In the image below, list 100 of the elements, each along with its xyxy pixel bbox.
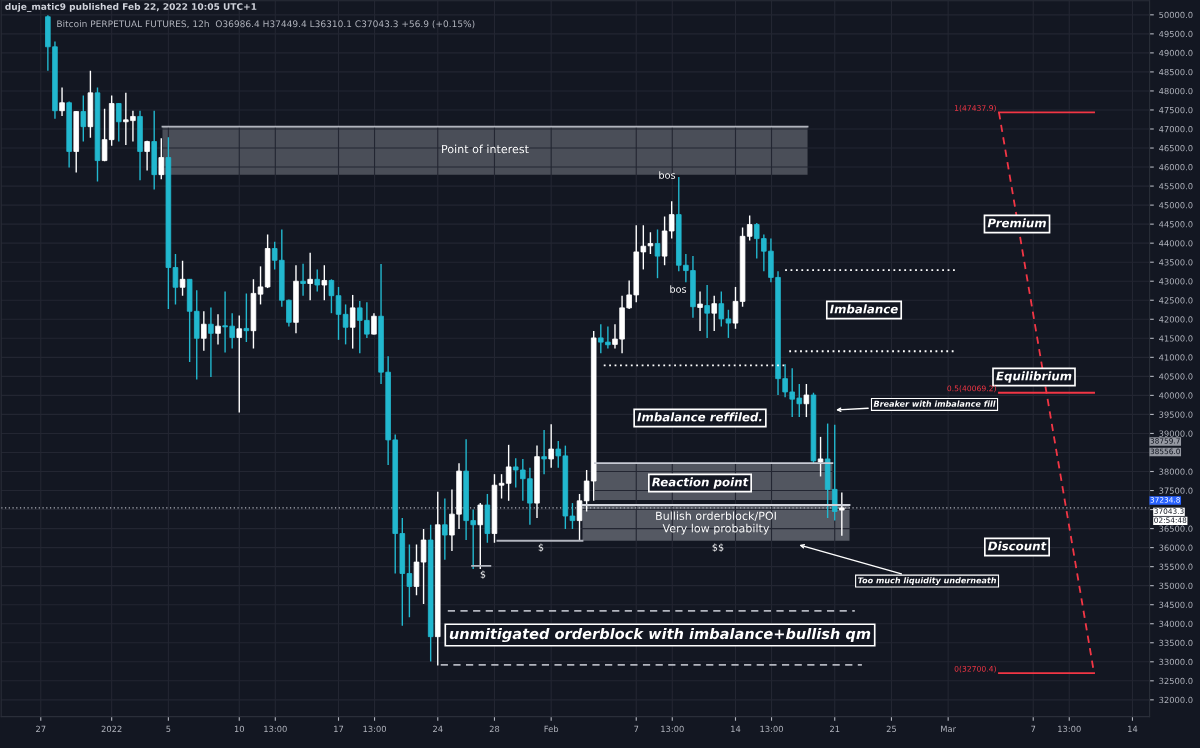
y-tick-label: 40500.0 [1159,373,1193,380]
y-tick-label: 47500.0 [1159,106,1193,114]
annotation: $$ [712,543,724,553]
candlestick [442,497,448,561]
y-tick-label: 41500.0 [1159,335,1193,342]
annotation: Equilibrium [996,371,1072,383]
annotation: Too much liquidity underneath [858,577,997,585]
x-tick-label: 13:00 [760,725,783,733]
y-tick-label: 40000.0 [1159,392,1193,399]
candlestick [321,264,328,301]
candlestick [477,502,484,570]
y-tick-label: 35500.0 [1159,563,1193,570]
y-tick-label: 39500.0 [1159,411,1193,418]
y-tick-label: 36000.0 [1159,544,1193,551]
x-tick-label: Feb [544,725,559,733]
candlestick [201,310,207,352]
y-tick-label: 44000.0 [1159,240,1193,247]
x-tick-label: 27 [36,725,46,732]
candlestick [80,94,87,143]
x-tick-label: 17 [334,725,344,732]
candlestick [541,429,547,475]
annotation: Reaction point [652,477,749,489]
annotation: bos [670,285,687,293]
annotation: Imbalance [829,304,898,314]
x-tick-label: 7 [1031,725,1036,732]
candlestick [817,436,824,478]
candlestick [803,383,810,418]
annotation: Bullish orderblock/POI Very low probabilty [656,511,776,535]
y-tick-label: 44500.0 [1159,221,1193,228]
candlestick [704,284,710,339]
x-tick-label: 10 [234,725,245,733]
x-tick-label: 25 [886,725,897,733]
annotation: $ [480,570,486,580]
candlestick [711,294,717,332]
y-tick-label: 46000.0 [1159,164,1193,171]
x-tick-label: 24 [433,725,443,732]
y-tick-label: 33500.0 [1159,639,1193,647]
candlestick [697,290,703,332]
candlestick [144,140,150,172]
candlestick [116,102,122,143]
y-tick-label: 34000.0 [1159,620,1193,628]
x-tick-label: 28 [489,725,500,733]
candlestick [371,312,377,336]
x-tick-label: 13:00 [363,725,386,733]
x-tick-label: 13:00 [264,725,287,733]
y-tick-label: 32000.0 [1159,696,1193,704]
candlestick [349,294,356,350]
candlestick [654,228,661,279]
annotation: Imbalance reffiled. [637,412,762,422]
y-tick-label: 39000.0 [1159,430,1193,437]
y-tick-label: 42500.0 [1159,297,1193,304]
candlestick [732,286,739,330]
y-tick-label: 43000.0 [1159,278,1193,285]
chart-title: duje_matic9 published Feb 22, 2022 10:05 UTC+1 [5,2,257,12]
y-tick-label: 43500.0 [1159,259,1193,266]
y-tick-label: 48000.0 [1159,87,1193,95]
annotation: $ [538,543,544,553]
candlestick [647,231,654,255]
y-tick-label: 32500.0 [1159,677,1193,685]
annotation: bos [659,171,676,179]
y-tick-label: 42000.0 [1159,316,1193,323]
candlestick [179,259,186,297]
candlestick [420,528,427,605]
candlestick [208,306,214,378]
y-tick-label: 49500.0 [1159,30,1193,38]
candlestick [59,86,65,117]
y-tick-label: 34500.0 [1159,601,1193,608]
annotation: Premium [987,218,1046,228]
candlestick [243,292,250,343]
x-tick-label: 13:00 [1058,725,1081,733]
x-tick-label: 5 [166,725,171,733]
candlestick [548,423,554,469]
candlestick [307,251,313,301]
x-tick-label: Mar [941,725,957,733]
candlestick [158,137,165,180]
y-tick-label: 36500.0 [1159,525,1193,532]
annotation: unmitigated orderblock with imbalance+bullish qm [449,627,871,643]
y-tick-label: 49000.0 [1159,49,1193,57]
y-tick-label: 47000.0 [1159,125,1193,133]
y-tick-label: 46500.0 [1159,145,1193,152]
y-tick-label: 38000.0 [1159,468,1193,475]
candlestick [839,491,845,537]
x-tick-label: 21 [830,725,840,732]
text: Bitcoin PERPETUAL FUTURES, 12h O36986.4 H37449.4 L36310.1 C37043.3 +56.9 (+0.15%) [57,20,475,29]
y-tick-label: 33000.0 [1159,658,1193,666]
candlestick [314,268,321,293]
y-tick-label: 50000.0 [1159,11,1193,19]
y-tick-label: 45000.0 [1159,202,1193,209]
candlestick [236,314,243,414]
y-tick-label: 35000.0 [1159,582,1193,589]
y-tick-label: 41000.0 [1159,354,1193,361]
y-tick-label: 48500.0 [1159,68,1193,76]
annotation: Discount [988,541,1047,551]
x-tick-label: 7 [634,725,639,732]
y-tick-label: 37500.0 [1159,487,1193,494]
candlestick [215,313,221,346]
candlestick [328,278,335,314]
candlestick [300,263,306,297]
x-tick-label: 2022 [101,725,122,733]
annotation: Point of interest [442,144,529,154]
